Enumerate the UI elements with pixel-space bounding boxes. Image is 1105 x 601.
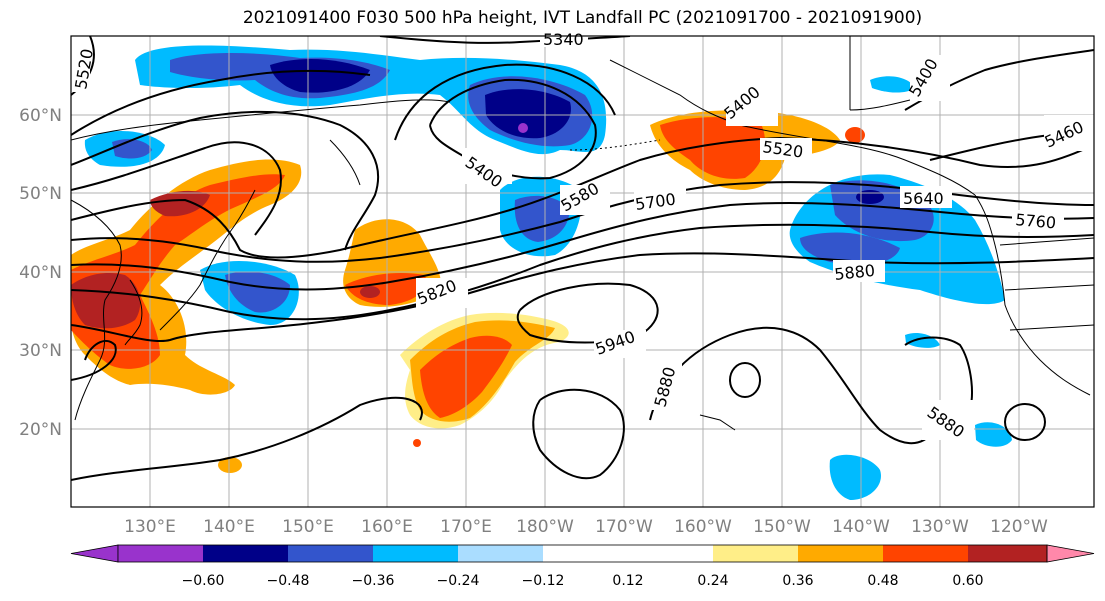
contour-label-group: 5340 5520 5400 5580 5700 5820 5940 5880 … [68, 30, 1096, 442]
neg-region-gulf-dark [856, 190, 884, 204]
pos-region-small1 [218, 457, 242, 473]
colorbar: −0.60 −0.48 −0.36 −0.24 −0.12 0.12 0.24 … [70, 544, 1095, 589]
coast-korea [124, 279, 143, 346]
contour-b [71, 110, 380, 251]
contour-5880c [532, 388, 625, 480]
contour-5760 [71, 223, 1094, 321]
colorbar-segment [968, 545, 1047, 562]
neg-region-south1 [829, 454, 881, 500]
colorbar-segment [203, 545, 288, 562]
contour-d [71, 136, 1094, 259]
pos-region-bering-small [845, 127, 865, 143]
coast-alaska [609, 59, 976, 196]
coast-kamchatka [329, 139, 361, 186]
colorbar-tick: 0.12 [612, 573, 643, 589]
lat-label-60n: 60°N [19, 106, 62, 126]
contour-c [71, 141, 282, 236]
colorbar-segment [628, 545, 713, 562]
neg-region-south2 [975, 422, 1012, 447]
coast-hawaii [699, 414, 736, 431]
colorbar-segment [373, 545, 458, 562]
neg-region-north-alaska [870, 76, 915, 93]
contour-5340 [379, 36, 631, 44]
lon-label-140w: 140°W [832, 517, 890, 537]
colorbar-segment [288, 545, 373, 562]
colorbar-segment [883, 545, 968, 562]
coast-japan [159, 189, 256, 331]
neg-region-core2 [485, 89, 571, 139]
contour-label-5880-gulf: 5880 [833, 261, 875, 284]
neg-region-purple [518, 123, 528, 133]
colorbar-tick: −0.12 [522, 573, 565, 589]
lon-label-150w: 150°W [753, 517, 811, 537]
coast-asia [71, 199, 122, 421]
coastlines [71, 36, 1094, 431]
colorbar-right-arrow [1046, 544, 1095, 563]
lat-label-40n: 40°N [19, 263, 62, 283]
lon-label-170w: 170°W [595, 517, 653, 537]
contour-5880a [71, 340, 117, 381]
colorbar-tick: 0.36 [782, 573, 813, 589]
colorbar-tick: 0.48 [867, 573, 898, 589]
contour-a [71, 69, 371, 136]
colorbar-segment [458, 545, 543, 562]
contour-5700 [71, 201, 1094, 291]
lat-label-50n: 50°N [19, 184, 62, 204]
coast-siberia [71, 99, 451, 141]
lon-label-130e: 130°E [124, 517, 176, 537]
lon-labels: 130°E 140°E 150°E 160°E 170°E 180°W 170°… [124, 517, 1048, 537]
colorbar-tick: −0.36 [352, 573, 395, 589]
colorbar-segment [118, 545, 203, 562]
coast-aleutians [569, 139, 661, 151]
neg-region-kuril-core [225, 271, 290, 313]
colorbar-segment [713, 545, 798, 562]
height-contours [71, 36, 1094, 481]
colorbar-outline [117, 544, 1048, 563]
lon-label-150e: 150°E [282, 517, 334, 537]
colorbar-tick: −0.24 [437, 573, 480, 589]
coast-canada [849, 36, 911, 111]
colorbar-tick: 0.24 [697, 573, 728, 589]
pos-region-japan-dark [71, 273, 141, 329]
map-title: 2021091400 F030 500 hPa height, IVT Land… [242, 8, 923, 28]
neg-region-gulf-core2 [800, 232, 900, 265]
lon-label-160e: 160°E [361, 517, 413, 537]
colorbar-left-arrow [70, 544, 119, 563]
colorbar-segment [798, 545, 883, 562]
colorbar-segment [543, 545, 628, 562]
lon-label-130w: 130°W [911, 517, 969, 537]
colorbar-tick: 0.60 [952, 573, 983, 589]
neg-region-core1 [270, 58, 370, 93]
lon-label-170e: 170°E [440, 517, 492, 537]
contour-5880e [904, 336, 973, 411]
contour-label-5760: 5760 [1015, 210, 1057, 232]
lon-label-180w: 180°W [516, 517, 574, 537]
lat-label-20n: 20°N [19, 420, 62, 440]
contour-label-5640: 5640 [903, 189, 944, 208]
contour-label-5340: 5340 [543, 30, 584, 49]
coast-namerica [974, 194, 1091, 396]
lon-label-160w: 160°W [674, 517, 732, 537]
lon-label-140e: 140°E [203, 517, 255, 537]
map-frame [70, 35, 1095, 508]
pos-region-bering-red [660, 117, 765, 179]
lat-labels: 60°N 50°N 40°N 30°N 20°N [19, 106, 62, 440]
contour-5880d [649, 326, 936, 445]
lat-label-30n: 30°N [19, 341, 62, 361]
contour-5460 [394, 63, 616, 141]
contour-small-2 [1004, 403, 1046, 441]
pos-region-japan-dark2 [150, 190, 210, 217]
colorbar-tick: −0.60 [182, 573, 225, 589]
contour-5880b [71, 396, 423, 481]
contour-small-1 [729, 362, 761, 398]
pos-region-small2 [413, 439, 421, 447]
colorbar-tick: −0.48 [267, 573, 310, 589]
lon-label-120w: 120°W [990, 517, 1048, 537]
coast-borders [999, 237, 1094, 331]
pos-region-central-dark [360, 286, 380, 298]
